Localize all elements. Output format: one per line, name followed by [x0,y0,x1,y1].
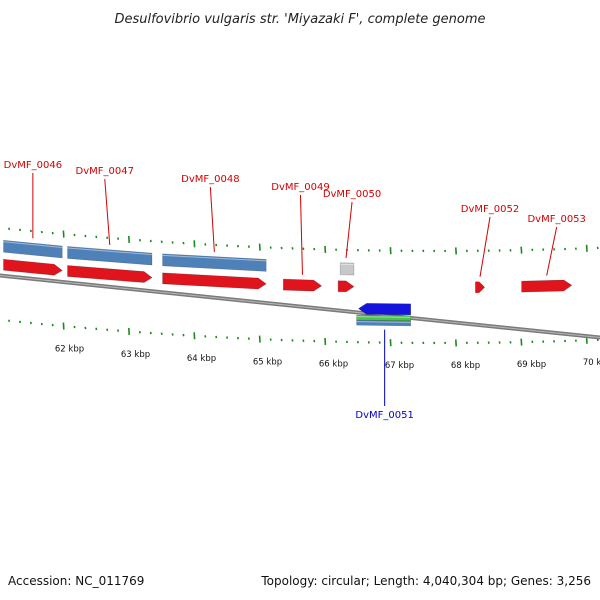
gene-label-dvmf_0052[interactable]: DvMF_0052 [461,204,519,215]
genome-line-highlight [0,275,600,338]
scale-label: 68 kbp [451,361,480,371]
gene-arrow[interactable] [283,278,323,292]
gene-label-dvmf_0049[interactable]: DvMF_0049 [271,182,329,193]
leader-line [479,216,491,277]
gene-arrow[interactable] [358,303,412,316]
pseudo-bar [339,262,355,276]
scale-label: 70 kbp [583,358,600,368]
gene-arrow[interactable] [67,265,153,283]
gene-arrow[interactable] [162,272,267,290]
scale-labels: 62 kbp 63 kbp 64 kbp 65 kbp 66 kbp 67 kbp 68 k… [55,345,600,371]
gene-arrow[interactable] [475,281,486,294]
cds-bar [356,319,412,327]
cds-bar [162,253,267,272]
gene-label-dvmf_0051[interactable]: DvMF_0051 [355,410,413,421]
page-title: Desulfovibrio vulgaris str. 'Miyazaki F'… [114,12,485,27]
cds-bar-highlight [3,241,63,248]
leader-line [104,178,111,246]
gene-label-dvmf_0050[interactable]: DvMF_0050 [323,189,381,200]
tick-layer [8,227,599,347]
scale-label: 66 kbp [319,360,348,370]
gene-arrow[interactable] [3,258,63,276]
genome-summary-text: Topology: circular; Length: 4,040,304 bp… [260,574,591,588]
gene-labels: DvMF_0046DvMF_0047DvMF_0048DvMF_0049DvMF… [4,160,586,421]
gene-track [3,239,573,327]
leader-line [546,226,558,276]
gene-label-dvmf_0047[interactable]: DvMF_0047 [76,166,134,177]
rna-bar-highlight [356,316,411,318]
scale-label: 64 kbp [187,354,216,364]
gene-label-dvmf_0046[interactable]: DvMF_0046 [4,160,62,171]
leader-line [209,186,215,252]
leader-line [345,201,353,258]
scale-label: 62 kbp [55,345,84,355]
scale-label: 65 kbp [253,357,282,367]
gene-arrow[interactable] [337,280,355,293]
cds-bar [67,246,153,266]
gene-label-dvmf_0053[interactable]: DvMF_0053 [527,214,585,225]
cds-bar-highlight [162,254,267,262]
scale-label: 63 kbp [121,350,150,360]
leader-line [299,194,303,275]
cds-bar-highlight [356,321,411,323]
scale-label: 69 kbp [517,360,546,370]
scale-label: 67 kbp [385,361,414,371]
cds-bar [3,239,63,259]
accession-text: Accession: NC_011769 [8,574,144,588]
cds-bar-highlight [67,247,153,256]
gene-arrow[interactable] [521,279,573,293]
gene-label-dvmf_0048[interactable]: DvMF_0048 [181,174,239,185]
